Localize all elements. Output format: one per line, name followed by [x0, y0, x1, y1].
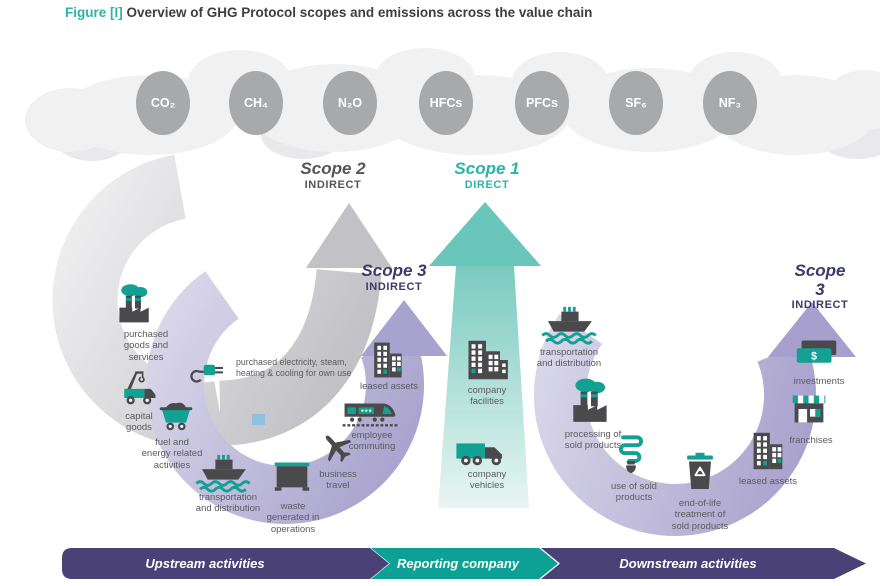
plug-icon — [188, 352, 230, 388]
ship-icon — [538, 304, 600, 346]
upstream-waste-label: waste generated in operations — [266, 501, 320, 535]
banknotes-icon — [790, 334, 844, 376]
gas-sf6: SF₆ — [609, 71, 663, 135]
downstream-transportation-label: transportation and distribution — [536, 347, 602, 370]
company-vehicles-label: company vehicles — [467, 469, 507, 492]
company-facilities-label: company facilities — [467, 385, 507, 408]
footer-upstream-segment — [62, 548, 389, 579]
upstream-fuel-energy-label: fuel and energy related activities — [141, 437, 203, 471]
upstream-capital-goods-label: capital goods — [125, 411, 153, 434]
upstream-employee-commuting-label: employee commuting — [348, 430, 396, 453]
recycle-bin-icon — [678, 448, 722, 496]
upstream-leased-assets-label: leased assets — [359, 381, 419, 392]
scope3-upstream-label: Scope 3 INDIRECT — [361, 261, 427, 293]
footer-reporting-segment — [371, 548, 558, 579]
gas-co2: CO₂ — [136, 71, 190, 135]
figure-caption: Overview of GHG Protocol scopes and emis… — [126, 5, 593, 20]
mine-cart-icon — [153, 390, 199, 436]
scope3-upstream-arrow — [146, 271, 447, 524]
downstream-leased-assets-label: leased assets — [738, 476, 798, 487]
cfl-bulb-icon — [610, 430, 652, 478]
company-buildings-icon — [458, 336, 514, 384]
upstream-business-travel-label: business travel — [319, 469, 357, 492]
downstream-end-of-life-label: end-of-life treatment of sold products — [671, 498, 729, 532]
figure-number: Figure [I] — [65, 5, 123, 20]
blue-square-marker — [252, 414, 265, 425]
upstream-transportation-label: transportation and distribution — [195, 492, 261, 515]
ship-icon — [192, 452, 254, 494]
gas-ch4: CH₄ — [229, 71, 283, 135]
downstream-franchises-label: franchises — [789, 435, 833, 446]
upstream-purchased-electricity-label: purchased electricity, steam, heating & … — [236, 357, 352, 378]
train-icon — [338, 396, 404, 430]
footer-reporting-label: Reporting company — [396, 556, 520, 571]
factory-icon — [566, 376, 616, 426]
gas-nf3: NF₃ — [703, 71, 757, 135]
scope2-label: Scope 2 INDIRECT — [300, 159, 366, 191]
footer-bar — [62, 548, 866, 579]
scope3-downstream-label: Scope 3 INDIRECT — [791, 261, 849, 312]
footer-downstream-label: Downstream activities — [619, 556, 757, 571]
factory-icon — [113, 282, 157, 326]
downstream-processing-label: processing of sold products — [564, 429, 622, 452]
scope1-label: Scope 1 DIRECT — [454, 159, 520, 191]
figure-title: Figure [I] Overview of GHG Protocol scop… — [65, 5, 592, 20]
storefront-icon — [786, 386, 832, 432]
downstream-use-of-sold-label: use of sold products — [611, 481, 657, 504]
gas-n2o: N₂O — [323, 71, 377, 135]
upstream-purchased-goods-label: purchased goods and services — [123, 329, 169, 363]
footer-downstream-segment — [541, 548, 866, 579]
gas-hfcs: HFCs — [419, 71, 473, 135]
buildings-icon — [364, 338, 410, 382]
gas-pfcs: PFCs — [515, 71, 569, 135]
downstream-investments-label: investments — [793, 376, 845, 387]
company-truck-icon — [452, 432, 514, 470]
footer-upstream-label: Upstream activities — [145, 556, 265, 571]
